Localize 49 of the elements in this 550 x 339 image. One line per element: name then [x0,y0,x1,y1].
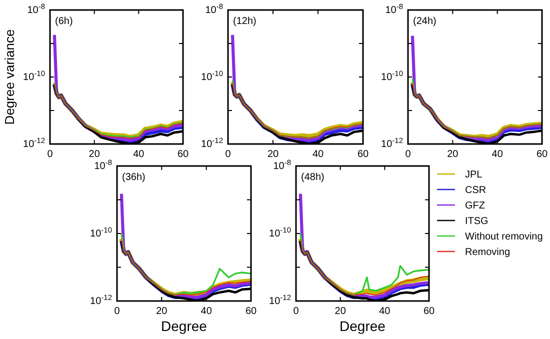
x-tick-label: 40 [379,306,391,318]
y-tick-label: 10$^{-10}$ [90,225,112,240]
x-tick-label: 0 [225,149,232,160]
text: (24h) [413,16,436,27]
text: (12h) [233,16,256,27]
x-tick-label: 60 [177,149,189,160]
text: (6h) [55,16,73,27]
x-axis-title: Degree [340,318,386,334]
x-tick-label: 40 [133,149,145,160]
y-tick-label: 10$^{-10}$ [201,68,223,84]
legend-label: Removing [465,247,510,258]
y-tick-label: 10$^{-8}$ [94,158,112,172]
y-tick-label: 10$^{-8}$ [205,2,223,16]
x-tick-label: 40 [200,306,212,318]
x-tick-label: 0 [114,306,120,318]
x-tick-label: 0 [47,149,54,160]
y-tick-label: 10$^{-12}$ [23,136,45,150]
y-tick-label: 10$^{-12}$ [201,136,223,150]
x-tick-label: 20 [88,149,100,160]
y-tick-label: 10$^{-10}$ [23,68,45,84]
x-tick-label: 40 [312,149,324,160]
x-tick-label: 40 [492,149,504,160]
x-axis-title: Degree [161,318,208,334]
x-tick-label: 0 [293,306,300,318]
y-tick-label: 10$^{-10}$ [381,68,403,84]
legend-label: JPL [465,170,483,180]
text: (48h) [301,172,324,183]
y-tick-label: 10$^{-12}$ [269,292,291,308]
x-tick-label: 0 [405,149,412,160]
y-tick-label: 10$^{-12}$ [381,136,403,150]
legend-label: Without removing [465,232,543,242]
x-tick-label: 60 [245,306,257,318]
y-tick-label: 10$^{-8}$ [27,2,45,16]
x-tick-label: 60 [423,306,435,318]
x-tick-label: 60 [536,149,548,160]
text: (36h) [122,172,146,183]
legend-label: CSR [465,185,486,196]
y-axis-title: Degree variance [2,29,17,125]
x-tick-label: 20 [267,149,279,160]
legend-label: GFZ [465,200,485,212]
legend-label: ITSG [465,216,489,227]
y-tick-label: 10$^{-12}$ [90,292,112,308]
x-tick-label: 20 [156,306,168,318]
y-tick-label: 10$^{-10}$ [269,225,291,240]
y-tick-label: 10$^{-8}$ [273,158,291,172]
x-tick-label: 60 [357,149,369,160]
y-tick-label: 10$^{-8}$ [385,2,403,16]
x-tick-label: 20 [334,306,346,318]
x-tick-label: 20 [447,149,459,160]
